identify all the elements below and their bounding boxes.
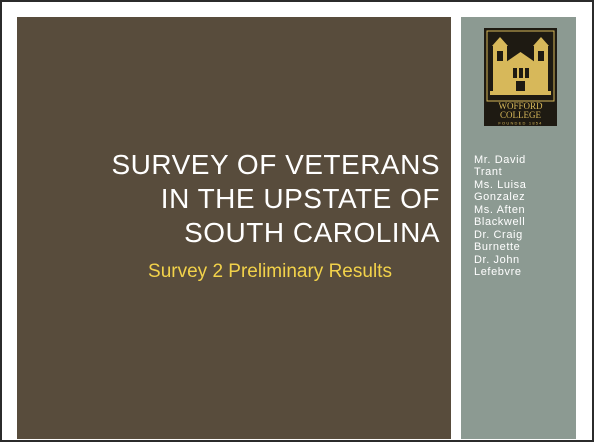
presenter-name-line: Gonzalez bbox=[474, 191, 526, 203]
slide-title-line: SURVEY OF VETERANS bbox=[111, 149, 440, 180]
presenter-item: Ms. Aften Blackwell bbox=[474, 204, 572, 228]
presenter-item: Dr. John Lefebvre bbox=[474, 254, 572, 278]
presenter-name-line: Trant bbox=[474, 166, 503, 178]
slide-title-line: SOUTH CAROLINA bbox=[184, 217, 440, 248]
slide-title: SURVEY OF VETERANS IN THE UPSTATE OF SOU… bbox=[30, 148, 440, 250]
logo-line-1: WOFFORD bbox=[498, 101, 543, 111]
presenter-item: Mr. David Trant bbox=[474, 154, 572, 178]
presenter-name-line: Blackwell bbox=[474, 216, 526, 228]
presenter-item: Ms. Luisa Gonzalez bbox=[474, 179, 572, 203]
presenter-list: Mr. David Trant Ms. Luisa Gonzalez Ms. A… bbox=[474, 154, 572, 279]
slide-title-line: IN THE UPSTATE OF bbox=[160, 183, 440, 214]
presenter-name-line: Mr. David bbox=[474, 154, 526, 166]
presenter-item: Dr. Craig Burnette bbox=[474, 229, 572, 253]
presenter-name-line: Ms. Aften bbox=[474, 204, 526, 216]
presenter-name-line: Lefebvre bbox=[474, 266, 522, 278]
presenter-name-line: Ms. Luisa bbox=[474, 179, 527, 191]
presenter-name-line: Burnette bbox=[474, 241, 521, 253]
title-block: SURVEY OF VETERANS IN THE UPSTATE OF SOU… bbox=[30, 148, 440, 284]
slide-subtitle: Survey 2 Preliminary Results bbox=[148, 261, 392, 282]
presenter-name-line: Dr. John bbox=[474, 254, 520, 266]
logo-tagline: FOUNDED 1854 bbox=[498, 121, 542, 126]
logo-line-2: COLLEGE bbox=[500, 110, 541, 120]
wofford-college-logo: WOFFORD COLLEGE FOUNDED 1854 bbox=[484, 28, 557, 126]
presenter-name-line: Dr. Craig bbox=[474, 229, 523, 241]
title-panel bbox=[17, 17, 451, 439]
